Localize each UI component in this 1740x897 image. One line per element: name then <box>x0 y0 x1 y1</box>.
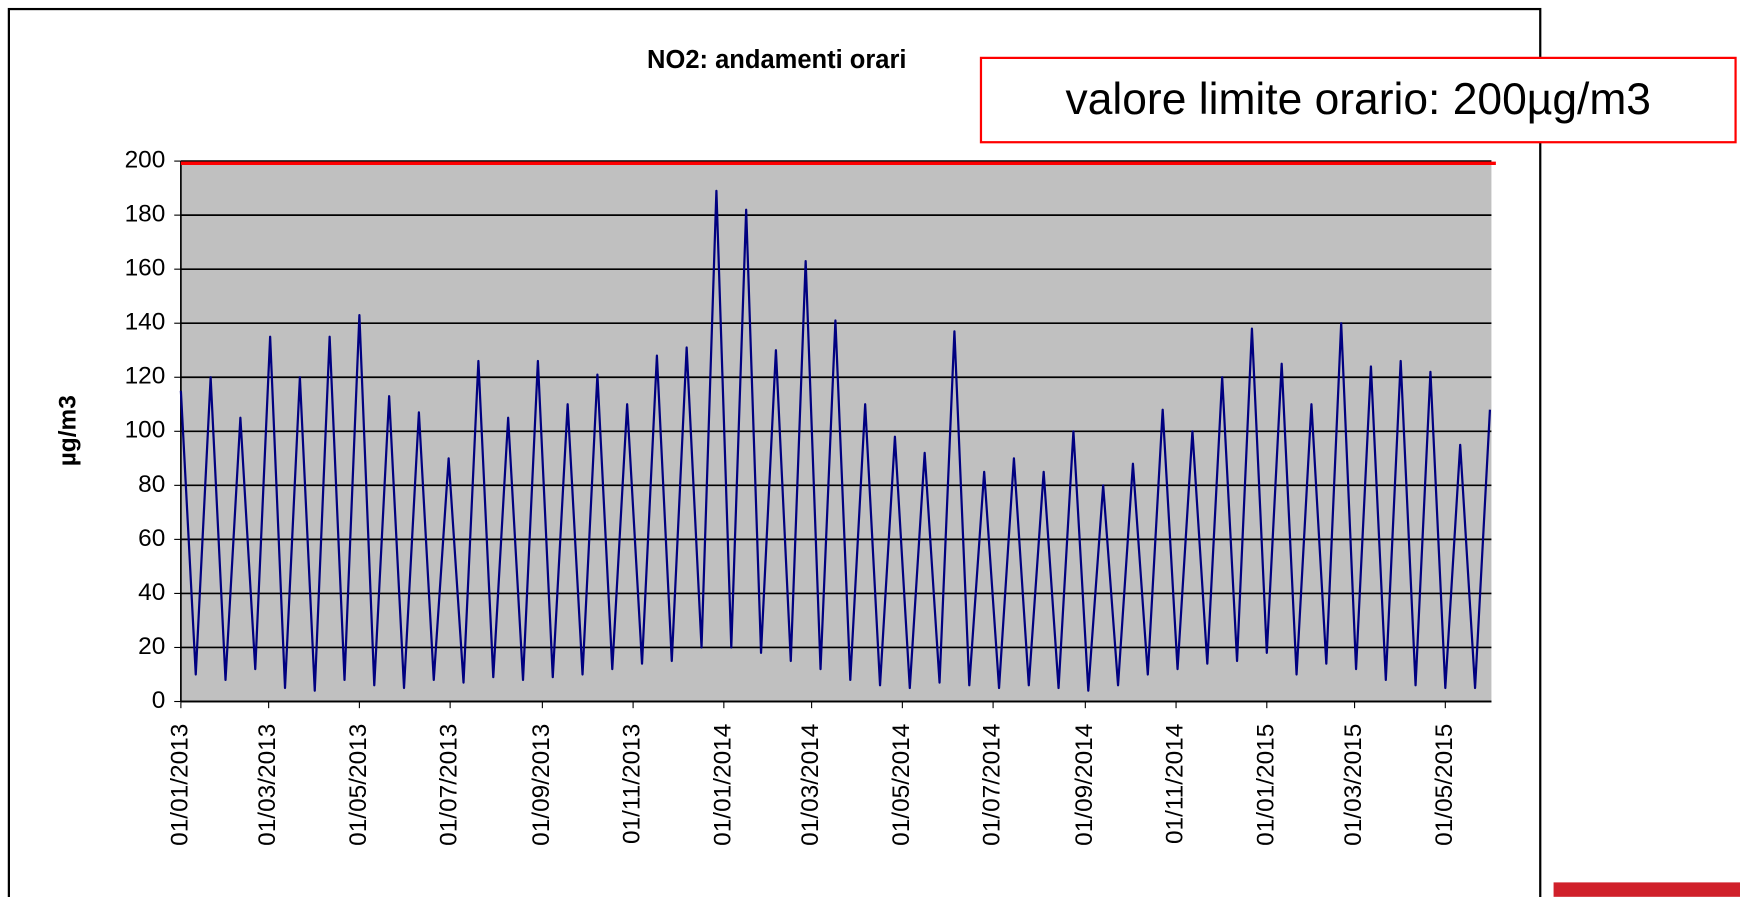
y-tick-label: 60 <box>138 525 165 552</box>
x-tick-label: 01/01/2013 <box>166 724 193 846</box>
x-tick-label: 01/05/2013 <box>345 724 372 846</box>
x-tick-label: 01/09/2013 <box>528 724 555 846</box>
x-tick-label: 01/03/2014 <box>797 724 824 846</box>
x-tick-label: 01/03/2015 <box>1340 724 1367 846</box>
annotation-box <box>979 56 1737 144</box>
x-tick-label: 01/01/2015 <box>1252 724 1279 846</box>
y-tick-label: 200 <box>125 147 166 174</box>
x-tick-label: 01/03/2013 <box>254 724 281 846</box>
y-tick-label: 0 <box>152 687 166 714</box>
x-tick-label: 01/05/2015 <box>1431 724 1458 846</box>
y-tick-label: 160 <box>125 255 166 282</box>
y-tick-label: 100 <box>125 417 166 444</box>
y-tick-label: 80 <box>138 471 165 498</box>
data-line <box>179 189 1492 692</box>
y-axis-label: µg/m3 <box>54 395 81 466</box>
y-tick-label: 180 <box>125 201 166 228</box>
corner-bar <box>1553 882 1740 897</box>
annotation: valore limite orario: 200µg/m3 <box>1066 75 1651 124</box>
x-tick-label: 01/01/2014 <box>709 724 736 846</box>
x-tick-label: 01/09/2014 <box>1071 724 1098 846</box>
y-tick-label: 40 <box>138 579 165 606</box>
x-tick-label: 01/11/2013 <box>619 724 646 844</box>
y-tick-label: 140 <box>125 309 166 336</box>
y-tick-label: 120 <box>125 363 166 390</box>
chart-title: NO2: andamenti orari <box>647 46 906 74</box>
x-tick-label: 01/11/2014 <box>1162 724 1189 844</box>
x-tick-label: 01/05/2014 <box>888 724 915 846</box>
y-tick-label: 20 <box>138 633 165 660</box>
x-tick-label: 01/07/2014 <box>979 724 1006 846</box>
x-tick-label: 01/07/2013 <box>436 724 463 846</box>
